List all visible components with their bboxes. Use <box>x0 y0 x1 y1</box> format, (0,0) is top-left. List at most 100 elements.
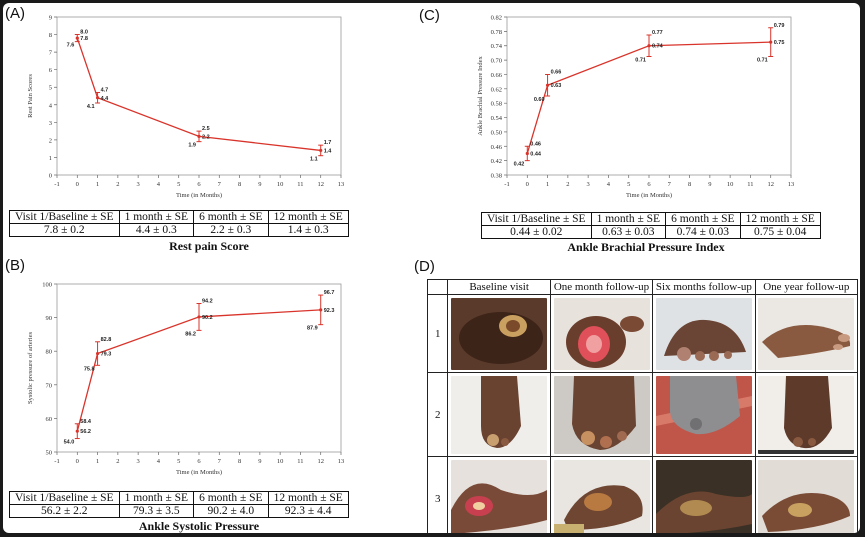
x-tick-label: 7 <box>218 181 222 188</box>
series-line <box>526 41 771 154</box>
x-tick-label: 2 <box>566 181 569 188</box>
y-tick-label: 0.62 <box>491 86 502 93</box>
foot-photo-r2-one-year <box>758 375 855 454</box>
foot-photo-r3-one-month <box>553 459 650 533</box>
series-line <box>76 37 321 152</box>
x-tick-label: 2 <box>116 458 119 465</box>
data-label-lower: 87.9 <box>307 326 318 332</box>
data-label-lower: 75.8 <box>84 366 95 372</box>
x-tick-label: 2 <box>116 181 119 188</box>
systolic-value-6m: 90.2 ± 4.0 <box>193 504 269 518</box>
x-tick-label: 5 <box>627 181 630 188</box>
photo-cell <box>549 294 654 373</box>
panel-d-label: (D) <box>414 258 435 275</box>
y-tick-label: 0.42 <box>491 158 502 165</box>
x-tick-label: 4 <box>157 181 161 188</box>
data-label-upper: 82.8 <box>101 337 112 343</box>
plot-area <box>56 16 342 176</box>
y-tick-label: 1 <box>49 155 52 162</box>
y-tick-label: 0.66 <box>491 72 503 79</box>
systolic-header-1m: 1 month ± SE <box>118 491 195 505</box>
foot-photo-r1-one-month <box>553 297 650 370</box>
data-label-upper: 0.79 <box>774 23 785 29</box>
y-axis-label: Systolic pressure of arteries <box>27 332 34 404</box>
photo-cell <box>447 372 551 457</box>
data-point <box>75 36 79 40</box>
systolic-header-6m: 6 month ± SE <box>193 491 269 505</box>
photo-row-label: 1 <box>426 294 449 373</box>
data-label-upper: 8.0 <box>80 30 88 36</box>
y-tick-label: 6 <box>49 67 53 74</box>
y-tick-label: 4 <box>49 102 53 109</box>
x-tick-label: 12 <box>317 458 324 465</box>
y-tick-label: 7 <box>49 50 53 57</box>
foot-photo-r3-six-months <box>655 459 752 533</box>
data-label: 4.4 <box>101 96 110 102</box>
x-tick-label: 13 <box>338 181 345 188</box>
rest-pain-value-12m: 1.4 ± 0.3 <box>267 223 349 237</box>
y-tick-label: 60 <box>46 416 53 423</box>
y-axis-label: Ankle Brachial Pressure Index <box>477 55 484 135</box>
x-tick-label: 1 <box>96 181 99 188</box>
x-tick-label: 10 <box>277 458 284 465</box>
systolic-table: Visit 1/Baseline ± SE 1 month ± SE 6 mon… <box>9 491 349 518</box>
data-label-upper: 0.46 <box>530 141 541 147</box>
x-tick-label: 0 <box>76 181 79 188</box>
x-tick-label: -1 <box>54 458 59 465</box>
figure-frame: (A) 0 1 2 3 4 5 6 7 8 9 -1 0 1 2 3 4 5 6 7 8 9 10 11 12 13 Time (… <box>3 3 860 533</box>
photo-grid-corner <box>426 279 449 295</box>
y-tick-label: 5 <box>49 85 52 92</box>
abpi-value-1m: 0.63 ± 0.03 <box>590 225 667 239</box>
foot-photo-r1-baseline <box>451 297 548 370</box>
abpi-caption: Ankle Brachial Pressure Index <box>567 240 725 254</box>
x-tick-label: 10 <box>277 181 284 188</box>
rest-pain-value-1m: 4.4 ± 0.3 <box>118 223 195 237</box>
abpi-value-12m: 0.75 ± 0.04 <box>739 225 821 239</box>
x-axis-label: Time (in Months) <box>176 469 222 476</box>
data-label: 79.3 <box>101 352 112 358</box>
abpi-value-6m: 0.74 ± 0.03 <box>665 225 741 239</box>
systolic-value-baseline: 56.2 ± 2.2 <box>9 504 120 518</box>
systolic-header-baseline: Visit 1/Baseline ± SE <box>9 491 120 505</box>
x-axis-label: Time (in Months) <box>176 192 222 199</box>
abpi-header-12m: 12 month ± SE <box>739 212 821 226</box>
data-label-lower: 0.42 <box>514 162 525 168</box>
x-tick-label: 9 <box>258 181 261 188</box>
data-point <box>647 44 651 48</box>
x-tick-label: 8 <box>238 181 241 188</box>
photo-cell <box>652 456 756 533</box>
foot-photo-r2-six-months <box>655 375 752 454</box>
y-tick-label: 70 <box>46 382 53 389</box>
photo-row: 3 <box>426 456 859 533</box>
y-tick-label: 80 <box>46 349 53 356</box>
x-tick-label: 6 <box>197 181 201 188</box>
abpi-table: Visit 1/Baseline ± SE 1 month ± SE 6 mon… <box>481 212 821 239</box>
y-tick-label: 0.38 <box>491 173 502 180</box>
data-label-lower: 0.71 <box>757 58 768 64</box>
data-label-upper: 94.2 <box>202 298 213 304</box>
data-label-upper: 4.7 <box>101 87 109 93</box>
x-tick-label: 5 <box>177 458 180 465</box>
y-tick-label: 0.46 <box>491 144 503 151</box>
y-tick-label: 0 <box>49 173 52 180</box>
panel-c-label: (C) <box>419 7 440 24</box>
photo-col-one-year: One year follow-up <box>754 279 859 295</box>
rest-pain-header-12m: 12 month ± SE <box>267 210 349 224</box>
photo-col-six-months: Six months follow-up <box>652 279 756 295</box>
x-tick-label: 6 <box>647 181 651 188</box>
data-label-upper: 58.4 <box>80 419 92 425</box>
abpi-header-baseline: Visit 1/Baseline ± SE <box>481 212 592 226</box>
rest-pain-header-6m: 6 month ± SE <box>193 210 269 224</box>
data-label-upper: 0.66 <box>551 69 562 75</box>
panel-b-label: (B) <box>5 257 25 274</box>
x-tick-label: 12 <box>767 181 774 188</box>
data-label: 0.63 <box>551 83 562 89</box>
x-tick-label: 7 <box>218 458 222 465</box>
y-tick-label: 9 <box>49 15 52 22</box>
x-tick-label: 10 <box>727 181 734 188</box>
data-label-upper: 0.77 <box>652 30 663 36</box>
x-tick-label: 4 <box>607 181 611 188</box>
data-point <box>197 134 201 138</box>
data-label: 7.8 <box>80 36 88 42</box>
